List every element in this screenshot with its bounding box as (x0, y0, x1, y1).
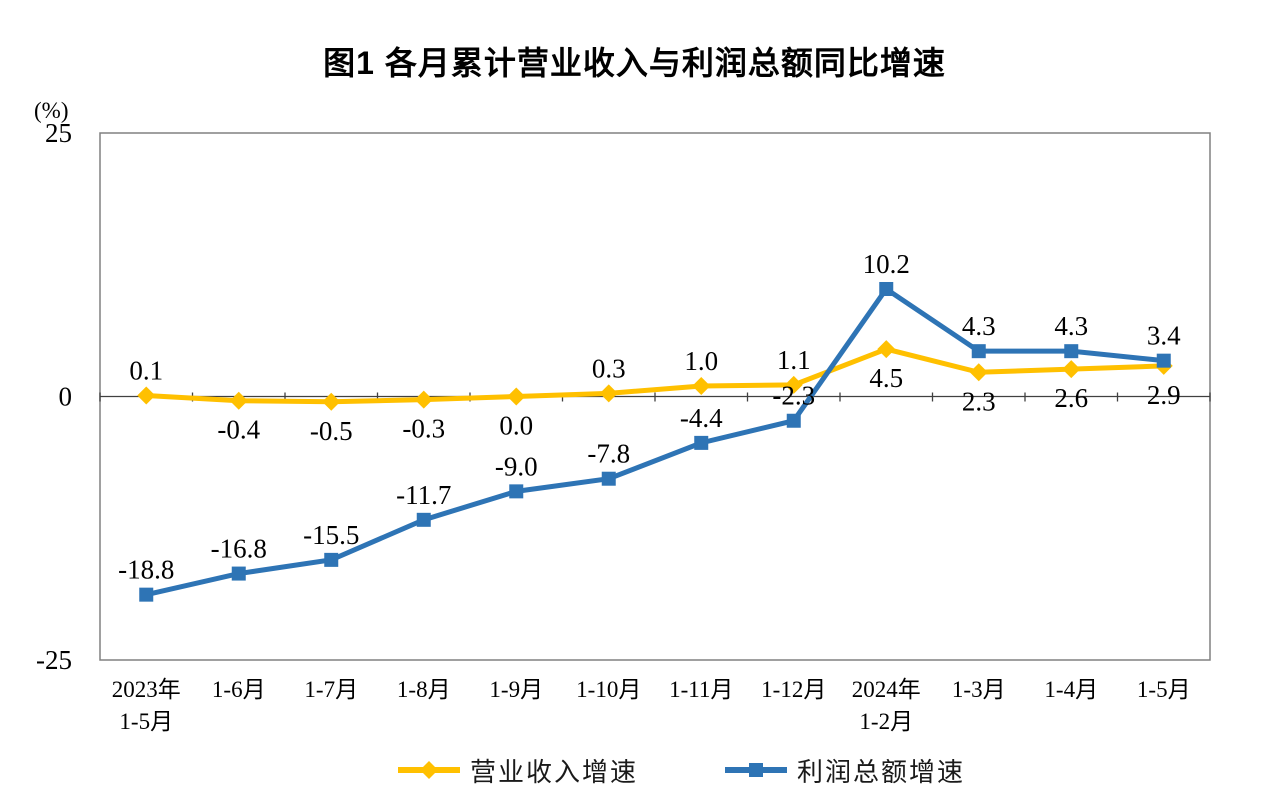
profit-growth-data-label: -9.0 (495, 451, 538, 481)
x-axis-label: 2024年 1-2月 (852, 677, 921, 734)
profit-growth-data-label: -18.8 (118, 555, 174, 585)
profit-growth-data-label: -16.8 (211, 534, 267, 564)
profit-growth-data-label: 4.3 (962, 311, 996, 341)
line-chart-canvas: 25 0 -25 (%) 2023年 1-5月 1-6月 1-7月 1-8月 1-9月 1-10月 1… (34, 98, 1211, 734)
profit-growth-data-label: 3.4 (1147, 321, 1181, 351)
profit-growth-data-point-marker (1156, 353, 1171, 368)
profit-growth-data-point-marker (971, 344, 986, 359)
y-tick-label: 25 (45, 118, 72, 148)
y-tick-label: 0 (59, 382, 73, 412)
revenue-growth-data-point-marker (414, 390, 433, 409)
revenue-growth-data-label: 2.6 (1054, 383, 1088, 413)
profit-growth-data-point-marker (879, 281, 894, 296)
profit-growth-data-label: -7.8 (587, 439, 630, 469)
revenue-growth-data-label: -0.4 (217, 415, 260, 445)
profit-growth-data-point-marker (324, 552, 339, 567)
profit-growth-data-label: -4.4 (680, 403, 723, 433)
x-axis-label: 1-12月 (761, 677, 826, 702)
profit-growth-legend-sample (749, 763, 763, 777)
revenue-growth-line (146, 346, 1164, 405)
profit-growth-data-label: 4.3 (1054, 311, 1088, 341)
x-axis-label: 1-3月 (952, 677, 1006, 702)
x-axis-label: 1-6月 (212, 677, 266, 702)
revenue-growth-data-point-marker (692, 376, 711, 395)
x-axis-label: 1-4月 (1044, 677, 1098, 702)
profit-growth-data-point-marker (694, 435, 709, 450)
x-axis-label: 1-9月 (489, 677, 543, 702)
revenue-growth-data-point-marker (969, 363, 988, 382)
revenue-growth-data-point-marker (322, 392, 341, 411)
profit-growth-data-point-marker (509, 484, 524, 499)
x-axis-label: 1-8月 (397, 677, 451, 702)
profit-growth-data-point-marker (231, 566, 246, 581)
legend-item-revenue: 营业收入增速 (396, 752, 638, 789)
profit-growth-data-point-marker (416, 512, 431, 527)
y-tick-label: -25 (36, 645, 72, 675)
profit-growth-data-point-marker (786, 413, 801, 428)
revenue-growth-data-label: 0.1 (129, 355, 163, 385)
profit-growth-data-label: -15.5 (303, 520, 359, 550)
revenue-growth-legend-sample (419, 761, 438, 779)
revenue-growth-data-point-marker (877, 340, 896, 359)
revenue-growth-data-point-marker (137, 386, 156, 405)
profit-growth-data-point-marker (139, 587, 154, 602)
x-axis-label: 1-5月 (1137, 677, 1191, 702)
revenue-growth-data-label: 1.1 (777, 345, 811, 375)
revenue-growth-data-label: -0.3 (402, 414, 445, 444)
profit-growth-data-point-marker (601, 471, 616, 486)
revenue-growth-data-label: 4.5 (869, 363, 903, 393)
revenue-growth-data-label: -0.5 (310, 416, 353, 446)
y-axis-unit: (%) (34, 98, 68, 123)
revenue-growth-data-point-marker (229, 391, 248, 410)
chart-title: 图1 各月累计营业收入与利润总额同比增速 (323, 45, 946, 81)
revenue-growth-data-label: 0.3 (592, 353, 626, 383)
revenue-growth-data-label: 2.3 (962, 386, 996, 416)
profit-growth-data-label: -2.3 (772, 381, 815, 411)
profit-growth-data-label: -11.7 (396, 480, 451, 510)
profit-growth-data-point-marker (1064, 344, 1079, 359)
revenue-growth-data-point-marker (599, 384, 618, 403)
revenue-growth-data-label: 0.0 (499, 411, 533, 441)
legend-label-profit: 利润总额增速 (797, 756, 966, 787)
profit-growth-line (145, 285, 1165, 598)
x-axis-label: 2023年 1-5月 (112, 677, 181, 734)
revenue-growth-data-point-marker (507, 387, 526, 406)
revenue-growth-data-point-marker (1062, 360, 1081, 379)
x-axis-label: 1-10月 (576, 677, 641, 702)
x-axis-label: 1-11月 (669, 677, 733, 702)
profit-growth-data-label: 10.2 (863, 249, 910, 279)
legend: 营业收入增速 利润总额增速 (0, 748, 1269, 792)
legend-sample-profit-icon (725, 763, 787, 777)
legend-sample-revenue-icon (397, 761, 460, 779)
revenue-growth-data-label: 1.0 (684, 346, 718, 376)
revenue-growth-data-label: 2.9 (1147, 380, 1181, 410)
revenue-growth-data-point-marker (784, 375, 803, 394)
legend-label-revenue: 营业收入增速 (469, 756, 638, 787)
legend-item-profit: 利润总额增速 (723, 752, 965, 789)
x-axis-label: 1-7月 (304, 677, 358, 702)
